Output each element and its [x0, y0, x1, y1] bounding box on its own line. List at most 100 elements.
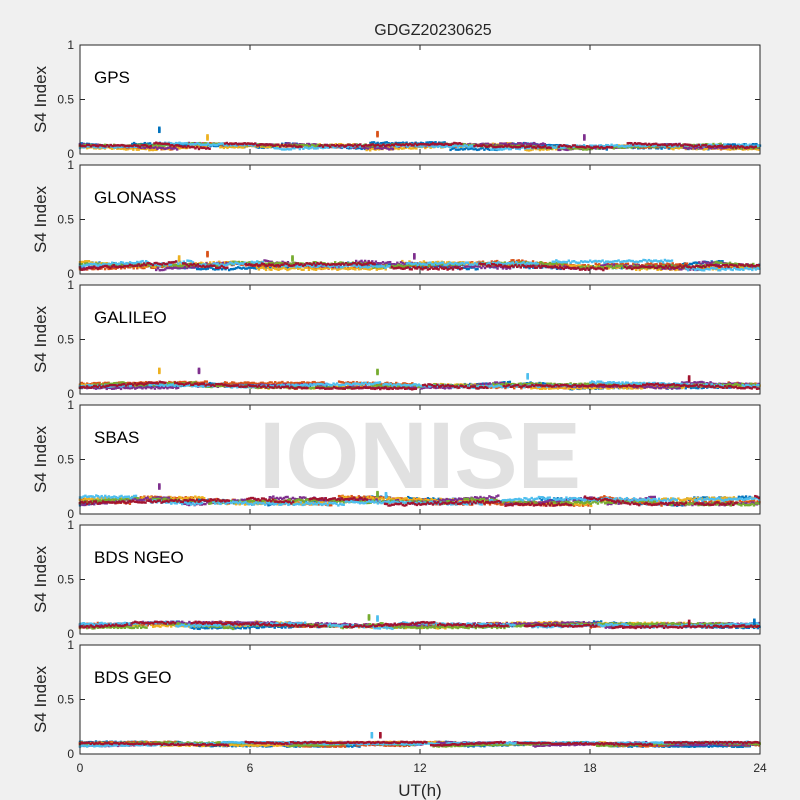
data-point [686, 147, 689, 150]
data-point [548, 143, 551, 147]
data-point [379, 147, 382, 150]
data-point [605, 148, 609, 151]
data-point [268, 145, 272, 149]
data-point [284, 142, 288, 146]
data-point [535, 147, 538, 151]
data-point [381, 141, 385, 145]
data-point [699, 146, 702, 150]
data-point [729, 148, 732, 151]
data-point [377, 146, 380, 150]
data-point [467, 147, 470, 151]
data-point [477, 148, 481, 151]
data-point [493, 143, 497, 146]
data-point [354, 146, 357, 149]
data-point [670, 259, 674, 262]
data-point [131, 147, 135, 150]
data-point [677, 147, 680, 150]
panel-plot-area [80, 45, 760, 154]
data-point [481, 146, 484, 150]
data-point [452, 146, 456, 150]
data-point [168, 146, 172, 149]
data-point [434, 141, 437, 144]
data-point [370, 147, 374, 150]
data-point [410, 141, 414, 145]
data-point [143, 141, 146, 145]
data-point [504, 142, 507, 145]
data-point [388, 146, 391, 150]
data-point [267, 145, 270, 149]
data-point [159, 146, 163, 150]
data-point [461, 148, 465, 151]
panel-label: GPS [94, 68, 130, 87]
data-point [165, 147, 168, 150]
data-point [163, 144, 166, 147]
data-point [684, 146, 688, 150]
data-point [222, 146, 226, 150]
data-point [538, 143, 541, 147]
data-point [559, 148, 562, 152]
data-point [363, 146, 366, 150]
data-point [443, 141, 446, 144]
data-point [265, 145, 268, 149]
data-point [352, 146, 355, 150]
data-point [416, 142, 419, 145]
panel-data-points [78, 126, 762, 152]
data-point [229, 145, 233, 149]
data-point [419, 141, 423, 145]
data-point [405, 141, 408, 144]
data-point [125, 148, 128, 151]
data-point [711, 147, 714, 151]
data-point [380, 147, 384, 150]
data-point [242, 146, 245, 149]
data-point [543, 143, 547, 146]
data-point [150, 146, 154, 149]
data-point [117, 147, 121, 150]
data-point [143, 146, 146, 150]
data-point [549, 144, 553, 147]
data-point [691, 147, 695, 151]
data-point [388, 148, 391, 151]
data-point [89, 143, 92, 147]
data-point [667, 147, 671, 150]
data-point [491, 142, 495, 145]
data-point [382, 146, 386, 149]
data-point [148, 146, 152, 150]
data-point [219, 146, 222, 149]
data-point [594, 147, 598, 150]
data-point [387, 142, 390, 145]
data-point [481, 142, 484, 146]
data-point [377, 148, 381, 151]
data-point [375, 146, 379, 150]
data-point [96, 143, 100, 146]
data-point [240, 146, 243, 149]
data-point [706, 147, 709, 150]
figure-title: GDGZ20230625 [374, 22, 492, 39]
data-point [236, 146, 240, 149]
data-point [479, 147, 483, 150]
data-point [441, 141, 445, 144]
data-point [639, 146, 642, 149]
data-point [376, 141, 379, 145]
data-point [506, 143, 509, 146]
data-point [736, 265, 739, 268]
data-point [708, 146, 711, 150]
data-point-peak [206, 138, 209, 141]
data-point [372, 141, 376, 144]
data-point [131, 142, 134, 146]
data-point [437, 268, 440, 271]
data-point [339, 142, 343, 146]
data-point [695, 147, 698, 151]
data-point [300, 145, 303, 148]
data-point [231, 145, 234, 149]
data-point [499, 142, 502, 145]
data-point [82, 142, 85, 146]
data-point [335, 266, 339, 269]
data-point [307, 142, 311, 146]
data-point [729, 146, 733, 149]
data-point [476, 148, 479, 152]
data-point [413, 146, 416, 150]
data-point [456, 148, 459, 151]
data-point [470, 147, 474, 150]
